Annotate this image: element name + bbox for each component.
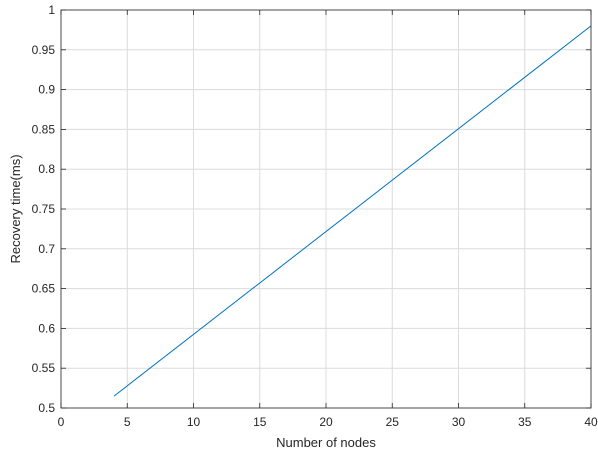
- y-tick-label: 0.55: [32, 361, 56, 375]
- y-axis-ticks: 0.5 0.55 0.6 0.65 0.7 0.75 0.8 0.85 0.9 0.95 1: [32, 3, 591, 415]
- x-tick-label: 15: [253, 415, 267, 429]
- y-tick-label: 0.75: [32, 202, 56, 216]
- y-tick-label: 0.95: [32, 43, 56, 57]
- x-tick-label: 20: [319, 415, 333, 429]
- y-tick-label: 0.6: [38, 321, 55, 335]
- y-tick-label: 0.7: [38, 242, 55, 256]
- y-tick-label: 0.8: [38, 162, 55, 176]
- x-tick-label: 35: [518, 415, 532, 429]
- y-axis-label: Recovery time(ms): [8, 154, 23, 263]
- y-tick-label: 0.9: [38, 83, 55, 97]
- x-axis-label: Number of nodes: [276, 435, 376, 450]
- x-tick-label: 5: [124, 415, 131, 429]
- y-tick-label: 0.85: [32, 122, 56, 136]
- x-tick-label: 25: [386, 415, 400, 429]
- y-tick-label: 0.5: [38, 401, 55, 415]
- data-series: [113, 25, 592, 397]
- series-line: [113, 25, 592, 397]
- x-tick-label: 0: [58, 415, 65, 429]
- x-tick-label: 30: [452, 415, 466, 429]
- x-axis-ticks: 0 5 10 15 20 25 30 35 40: [58, 10, 598, 429]
- y-tick-label: 0.65: [32, 282, 56, 296]
- y-tick-label: 1: [48, 3, 55, 17]
- x-tick-label: 10: [187, 415, 201, 429]
- x-tick-label: 40: [584, 415, 598, 429]
